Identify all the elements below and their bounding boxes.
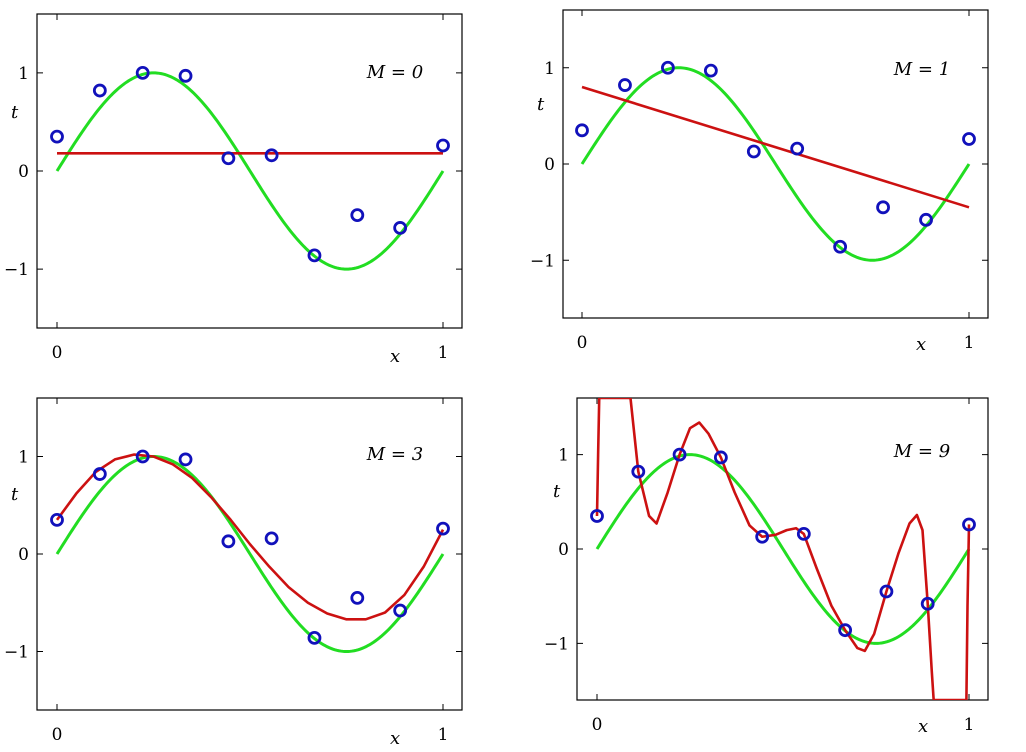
data-point — [135, 449, 150, 464]
data-point — [221, 151, 236, 166]
data-point — [879, 584, 894, 599]
y-tick-label: 1 — [18, 448, 29, 468]
data-point — [703, 63, 718, 78]
data-point — [307, 248, 322, 263]
data-point — [919, 212, 933, 227]
data-point — [264, 531, 279, 546]
data-point — [962, 517, 976, 532]
data-point — [50, 512, 64, 527]
true-function-curve — [595, 453, 971, 645]
data-point — [672, 447, 687, 462]
data-point — [350, 208, 365, 223]
data-point — [178, 68, 193, 83]
data-point — [350, 590, 365, 605]
y-tick-label: −1 — [4, 260, 29, 280]
data-point — [393, 603, 408, 618]
model-order-label: M = 3 — [366, 444, 423, 465]
data-point — [796, 527, 811, 541]
data-point — [436, 521, 450, 536]
true-function-curve — [580, 66, 971, 262]
data-point — [50, 129, 64, 144]
model-order-label: M = 9 — [893, 441, 950, 462]
x-tick-label: 0 — [52, 343, 63, 363]
y-axis-label: t — [553, 481, 561, 502]
x-axis-label: x — [390, 346, 400, 367]
y-tick-label: 0 — [558, 540, 569, 560]
x-axis-label: x — [918, 716, 928, 737]
x-tick-label: 0 — [577, 333, 588, 353]
panel-bottom-right: −1 0 1 0 1 t x M = 9 — [544, 397, 989, 737]
data-point — [661, 60, 675, 75]
data-point — [178, 452, 193, 467]
data-point — [920, 596, 935, 611]
y-tick-label: 1 — [18, 64, 29, 84]
x-axis-label: x — [916, 334, 926, 355]
data-point — [307, 630, 322, 645]
y-axis-label: t — [537, 94, 545, 115]
y-tick-label: 1 — [544, 59, 555, 79]
data-point — [755, 529, 770, 544]
fitted-polynomial-curve — [581, 85, 970, 209]
data-point — [393, 221, 408, 235]
data-point — [590, 509, 604, 523]
data-point — [876, 200, 890, 215]
data-point — [436, 138, 450, 153]
panel-bottom-left: −1 0 1 0 1 t x M = 3 — [4, 397, 463, 749]
y-tick-label: −1 — [530, 251, 555, 271]
x-tick-label: 1 — [438, 343, 449, 363]
fitted-polynomial-curve — [55, 453, 445, 621]
data-point — [221, 534, 236, 549]
y-tick-label: 0 — [18, 162, 29, 182]
fitted-polynomial-curve — [595, 398, 971, 700]
data-point — [631, 464, 646, 479]
x-tick-label: 0 — [592, 715, 603, 735]
model-order-label: M = 0 — [366, 62, 423, 83]
panel-top-left: −1 0 1 0 1 t x M = 0 — [4, 13, 463, 367]
x-tick-label: 0 — [52, 725, 63, 745]
data-point — [713, 450, 728, 465]
data-point — [618, 78, 632, 92]
model-order-label: M = 1 — [893, 59, 950, 80]
data-point — [790, 141, 805, 156]
y-axis-label: t — [11, 102, 19, 123]
y-tick-label: −1 — [4, 643, 29, 663]
data-point — [135, 65, 150, 80]
data-point — [575, 123, 589, 138]
data-point — [962, 132, 976, 146]
data-point — [92, 83, 107, 98]
y-tick-label: 0 — [18, 545, 29, 565]
panel-top-right: −1 0 1 0 1 t x M = 1 — [530, 9, 989, 355]
true-function-curve — [55, 71, 445, 271]
y-axis-label: t — [11, 484, 19, 505]
data-point — [833, 239, 848, 254]
x-tick-label: 1 — [964, 715, 975, 735]
data-point — [838, 623, 853, 638]
x-tick-label: 1 — [438, 725, 449, 745]
x-axis-label: x — [390, 728, 400, 749]
data-point — [264, 148, 279, 163]
data-point — [92, 467, 107, 481]
data-point — [746, 144, 761, 159]
x-tick-label: 1 — [964, 333, 975, 353]
y-tick-label: 0 — [544, 155, 555, 175]
y-tick-label: 1 — [558, 446, 569, 466]
true-function-curve — [55, 454, 445, 654]
y-tick-label: −1 — [544, 634, 569, 654]
